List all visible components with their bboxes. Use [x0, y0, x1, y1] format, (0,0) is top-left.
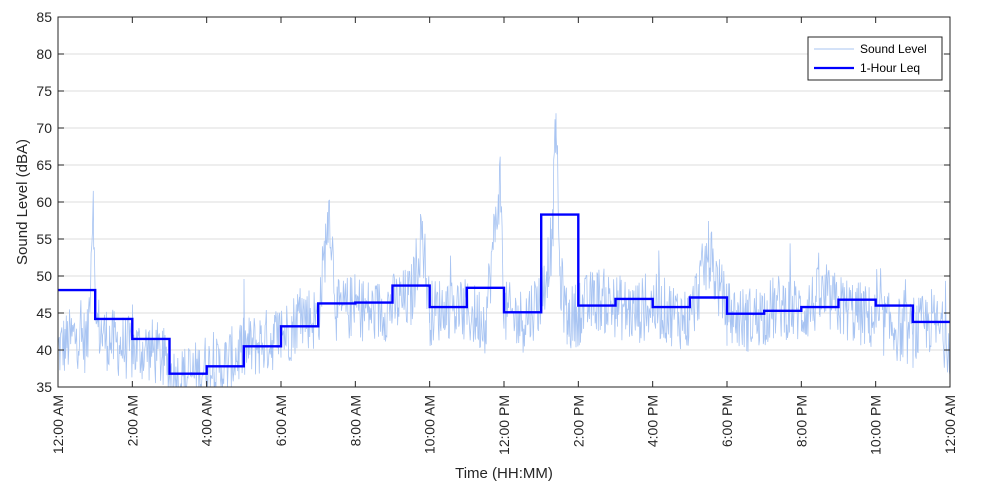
y-tick-label: 35	[36, 379, 52, 395]
x-tick-label: 10:00 AM	[422, 395, 438, 454]
legend-box	[807, 36, 943, 81]
legend-label-sound-level: Sound Level	[860, 42, 927, 56]
y-tick-label: 55	[36, 231, 52, 247]
y-axis-title: Sound Level (dBA)	[14, 139, 31, 265]
y-tick-label: 65	[36, 157, 52, 173]
y-tick-label: 80	[36, 46, 52, 62]
y-tick-label: 85	[36, 9, 52, 25]
y-axis: 35 40 45 50 55 60 65 70 75 80 85	[36, 9, 950, 395]
x-tick-label: 2:00 AM	[124, 395, 140, 446]
x-tick-label: 2:00 PM	[570, 395, 586, 447]
x-tick-label: 8:00 PM	[793, 395, 809, 447]
x-tick-label: 8:00 AM	[347, 395, 363, 446]
y-tick-label: 75	[36, 83, 52, 99]
y-tick-label: 40	[36, 342, 52, 358]
legend: Sound Level 1-Hour Leq	[807, 36, 943, 81]
y-tick-label: 45	[36, 305, 52, 321]
y-tick-label: 70	[36, 120, 52, 136]
x-tick-label: 4:00 AM	[199, 395, 215, 446]
series-sound-level	[57, 113, 951, 388]
x-axis-title: Time (HH:MM)	[455, 465, 553, 482]
x-tick-label: 12:00 AM	[50, 395, 66, 454]
series-1-hour-leq	[58, 213, 950, 375]
y-tick-label: 60	[36, 194, 52, 210]
x-tick-label: 12:00 AM	[942, 395, 958, 454]
x-tick-label: 12:00 PM	[496, 395, 512, 455]
sound-level-line	[57, 113, 951, 388]
x-tick-label: 4:00 PM	[645, 395, 661, 447]
y-tick-label: 50	[36, 268, 52, 284]
x-tick-label: 10:00 PM	[868, 395, 884, 455]
x-tick-label: 6:00 PM	[719, 395, 735, 447]
leq-step-line	[58, 213, 950, 375]
x-tick-label: 6:00 AM	[273, 395, 289, 446]
x-axis: 12:00 AM 2:00 AM 4:00 AM 6:00 AM 8:00 AM 10:0…	[50, 17, 958, 455]
legend-label-1-hour-leq: 1-Hour Leq	[860, 61, 920, 75]
